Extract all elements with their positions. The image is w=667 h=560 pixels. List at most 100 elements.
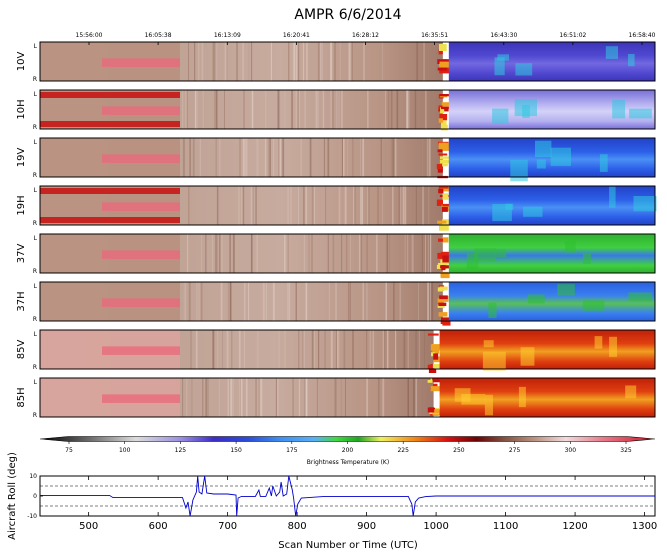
- land-streak: [342, 138, 344, 177]
- x-tick-label: 800: [288, 521, 307, 532]
- land-streak: [194, 42, 196, 81]
- calibration-band: [102, 394, 180, 403]
- time-tick-label: 16:13:09: [214, 32, 241, 39]
- ocean-region: [448, 282, 655, 321]
- scan-right-label: R: [33, 268, 37, 275]
- ocean-feature: [495, 249, 507, 257]
- land-streak: [366, 282, 368, 321]
- land-streak: [415, 330, 417, 369]
- ocean-feature: [633, 196, 657, 212]
- land-streak: [244, 138, 246, 177]
- channel-label-85h: 85H: [16, 387, 27, 407]
- land-streak: [362, 282, 364, 321]
- panel-border: [39, 329, 656, 370]
- land-streak: [304, 90, 306, 129]
- coast-patch: [428, 407, 435, 413]
- land-streak: [338, 90, 340, 129]
- calibration-band: [102, 250, 180, 259]
- land-streak: [407, 330, 409, 369]
- land-streak: [327, 138, 330, 177]
- colorbar-bar: [39, 436, 656, 442]
- coast-patch: [438, 186, 449, 189]
- ocean-feature: [583, 253, 591, 264]
- land-streak: [188, 282, 191, 321]
- land-streak: [188, 42, 189, 81]
- land-streak: [183, 282, 185, 321]
- land-streak: [362, 282, 364, 321]
- land-streak: [198, 282, 200, 321]
- colorbar-tick-label: 200: [342, 447, 354, 454]
- channel-panel-10v: L R 10V: [16, 41, 656, 83]
- coast-patch: [438, 153, 448, 156]
- scan-right-label: R: [33, 220, 37, 227]
- coast-patch: [440, 265, 452, 269]
- coast-patch: [437, 166, 443, 173]
- land-streak: [424, 330, 425, 369]
- coast-patch: [440, 124, 448, 131]
- land-streak: [317, 42, 320, 81]
- land-streak: [194, 90, 196, 129]
- land-streak: [185, 90, 187, 129]
- land-streak: [252, 186, 254, 225]
- land-streak: [292, 42, 295, 81]
- land-streak: [350, 234, 351, 273]
- x-tick-label: 900: [357, 521, 376, 532]
- coast-patch: [439, 224, 449, 231]
- land-streak: [422, 186, 424, 225]
- scan-right-label: R: [33, 124, 37, 131]
- coast-patch: [439, 286, 448, 291]
- ocean-feature: [550, 147, 571, 166]
- land-streak: [384, 330, 386, 369]
- land-streak: [360, 186, 362, 225]
- land-streak: [188, 186, 190, 225]
- ocean-feature: [522, 104, 530, 118]
- channel-label-37h: 37H: [16, 291, 27, 311]
- channel-label-19h: 19H: [16, 195, 27, 215]
- land-streak: [315, 90, 318, 129]
- coast-patch: [433, 353, 439, 360]
- land-streak: [212, 42, 214, 81]
- ocean-feature: [510, 159, 528, 182]
- scan-right-label: R: [33, 172, 37, 179]
- panel-border: [39, 89, 656, 130]
- coast-patch: [442, 320, 451, 326]
- land-streak: [392, 186, 394, 225]
- coast-patch: [437, 298, 444, 303]
- land-streak: [298, 186, 299, 225]
- land-streak: [336, 330, 337, 369]
- land-streak: [382, 330, 385, 369]
- land-streak: [352, 330, 354, 369]
- coast-patch: [441, 102, 450, 107]
- land-streak: [303, 234, 305, 273]
- hot-stripe-top: [40, 188, 180, 194]
- coast-fringe: [438, 94, 452, 131]
- land-streak: [251, 234, 253, 273]
- land-streak: [245, 378, 248, 417]
- coast-patch: [438, 142, 447, 150]
- land-streak: [311, 234, 313, 273]
- coast-patch: [441, 317, 452, 321]
- land-streak: [380, 138, 382, 177]
- colorbar-tick-label: 300: [565, 447, 577, 454]
- ocean-feature: [536, 159, 546, 169]
- coast-patch: [442, 203, 452, 207]
- land-streak: [216, 234, 218, 273]
- land-streak: [246, 378, 248, 417]
- ocean-feature: [494, 57, 505, 76]
- ocean-feature: [612, 99, 626, 119]
- land-streak: [229, 234, 231, 273]
- land-streak: [219, 138, 221, 177]
- land-streak: [242, 42, 245, 81]
- calibration-band: [102, 298, 180, 307]
- scan-right-label: R: [33, 76, 37, 83]
- coast-patch: [439, 61, 451, 68]
- coast-patch: [441, 106, 452, 110]
- land-streak: [191, 378, 193, 417]
- land-streak: [306, 42, 308, 81]
- ocean-feature: [605, 46, 618, 59]
- land-streak: [182, 138, 185, 177]
- land-streak: [273, 138, 275, 177]
- land-streak: [250, 42, 253, 81]
- land-streak: [217, 186, 219, 225]
- land-streak: [313, 186, 315, 225]
